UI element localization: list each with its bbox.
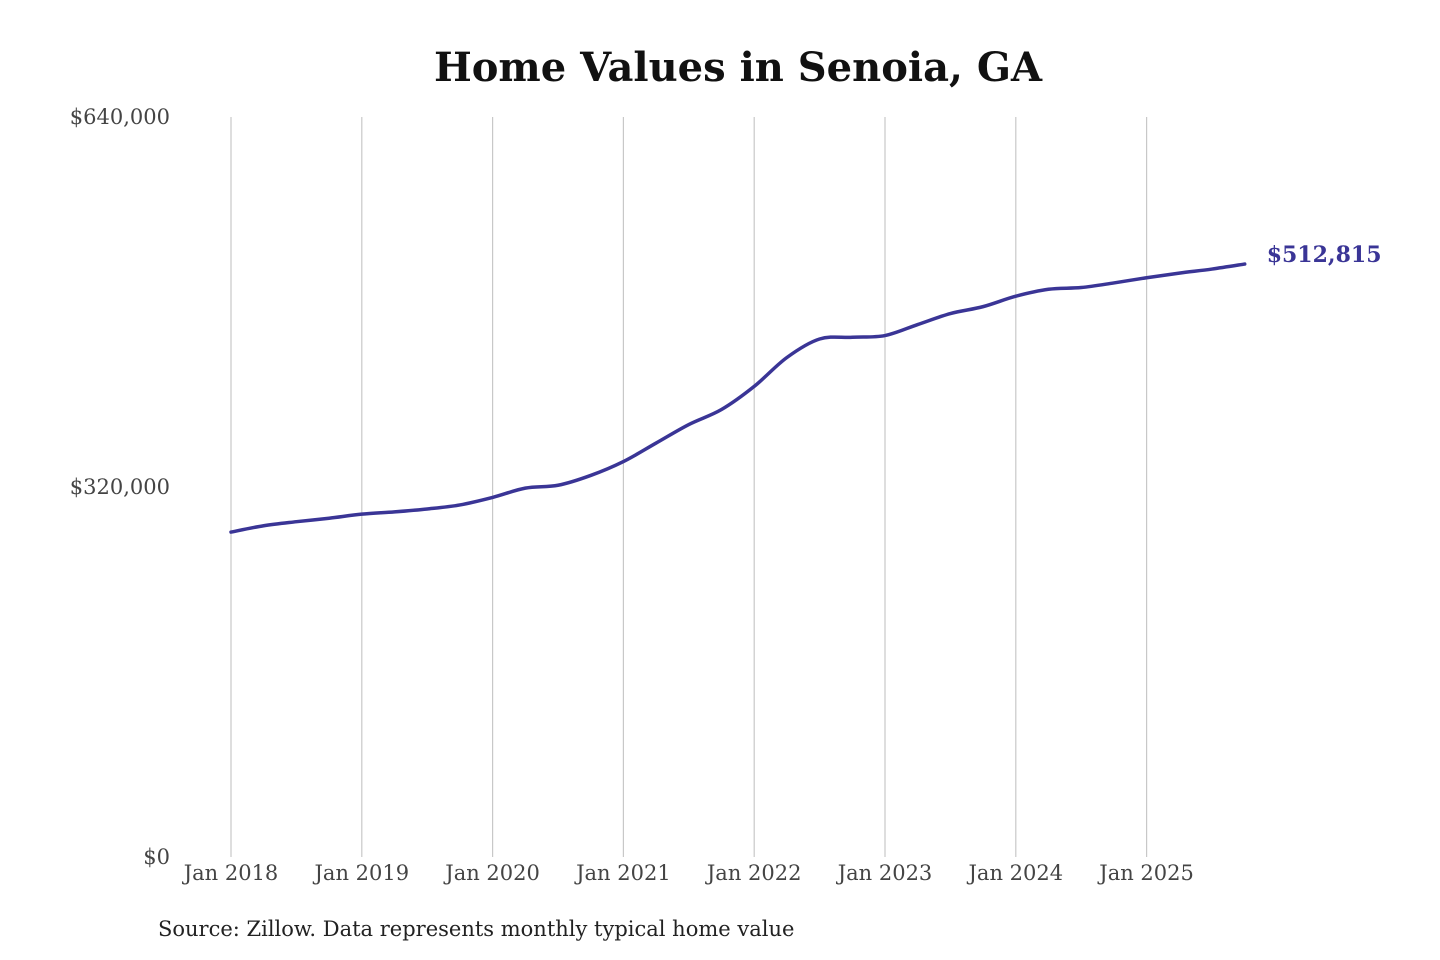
- y-tick-label: $640,000: [70, 105, 170, 129]
- x-tick-label: Jan 2022: [705, 861, 802, 885]
- x-tick-label: Jan 2020: [443, 861, 540, 885]
- x-tick-label: Jan 2021: [574, 861, 671, 885]
- source-note: Source: Zillow. Data represents monthly …: [158, 917, 795, 941]
- x-tick-label: Jan 2019: [313, 861, 410, 885]
- series-line: [229, 262, 1247, 534]
- chart-title: Home Values in Senoia, GA: [433, 44, 1043, 91]
- x-tick-label: Jan 2025: [1097, 861, 1194, 885]
- end-value-label: $512,815: [1267, 242, 1382, 268]
- x-tick-label: Jan 2023: [836, 861, 933, 885]
- x-tick-label: Jan 2024: [967, 861, 1064, 885]
- x-tick-label: Jan 2018: [182, 861, 279, 885]
- y-tick-label: $320,000: [70, 475, 170, 499]
- y-tick-label: $0: [143, 845, 170, 869]
